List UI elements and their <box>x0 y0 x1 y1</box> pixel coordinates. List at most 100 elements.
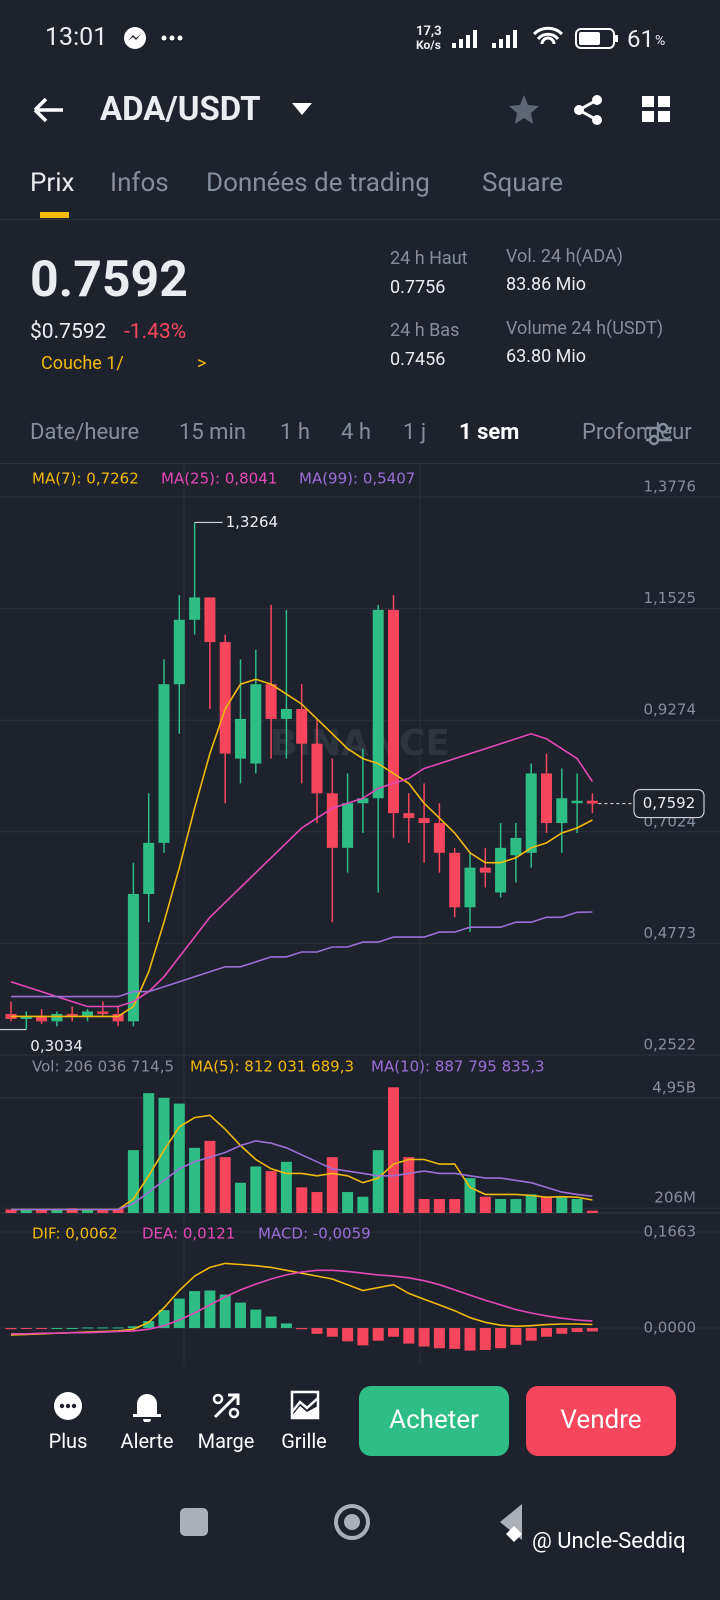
macd-bar <box>556 1328 568 1334</box>
macd-bar <box>311 1328 323 1334</box>
macd-bar <box>97 1327 109 1329</box>
volume-bar <box>235 1182 246 1213</box>
volume-bar <box>571 1199 583 1213</box>
interval[interactable]: 4 h <box>341 420 371 445</box>
candle-body <box>479 867 491 873</box>
tab[interactable]: Infos <box>110 168 169 198</box>
volume-bar <box>372 1150 384 1213</box>
interval[interactable]: Profondeur <box>582 420 692 445</box>
volume-bar <box>250 1166 262 1213</box>
macd-bar <box>571 1328 583 1333</box>
interval[interactable]: Date/heure <box>30 420 140 445</box>
nav-bar <box>180 1504 522 1542</box>
candle-body <box>112 1013 124 1022</box>
buy-label[interactable]: Acheter <box>389 1405 479 1435</box>
layout-button[interactable] <box>642 96 672 124</box>
home-button[interactable] <box>334 1504 370 1540</box>
toolbar-label[interactable]: Alerte <box>120 1429 174 1453</box>
volume-ma-legend: MA(5): 812 031 689,3 <box>190 1058 354 1076</box>
stat-value: 0.7456 <box>390 349 446 370</box>
buy-button[interactable] <box>359 1386 509 1456</box>
interval[interactable]: 1 j <box>403 420 427 445</box>
macd-legend: MACD: -0,0059 <box>258 1225 371 1243</box>
sell-label[interactable]: Vendre <box>560 1405 642 1435</box>
macd-bar <box>204 1290 216 1329</box>
back-button[interactable] <box>32 96 66 124</box>
sell-button[interactable] <box>526 1386 676 1456</box>
y-tick-label: 206M <box>654 1189 696 1207</box>
chart: BINANCE 1,37761,15250,92740,70240,47730,… <box>0 464 720 1365</box>
volume-bar <box>326 1157 338 1213</box>
stat-label: Volume 24 h(USDT) <box>506 318 664 339</box>
volume-bar <box>418 1199 430 1213</box>
ma-line <box>11 911 593 998</box>
macd-legend: DEA: 0,0121 <box>142 1225 235 1243</box>
interval[interactable]: 15 min <box>179 420 246 445</box>
macd-bar <box>189 1291 201 1329</box>
net-unit: Ko/s <box>416 38 441 52</box>
price-change: -1.43% <box>124 320 187 344</box>
candle-body <box>219 642 231 754</box>
pair-title[interactable]: ADA/USDT <box>100 90 261 129</box>
indicator-settings[interactable] <box>644 420 674 448</box>
volume-bar <box>158 1097 170 1213</box>
macd-bar <box>173 1298 185 1329</box>
candle-body <box>173 619 185 685</box>
toolbar-label[interactable]: Grille <box>281 1429 327 1453</box>
toolbar-label[interactable]: Plus <box>48 1429 88 1453</box>
candle-body <box>235 718 246 759</box>
volume-bar <box>82 1209 93 1213</box>
volume-bar <box>510 1199 522 1213</box>
volume-bar <box>36 1209 48 1213</box>
battery: 61 <box>627 25 654 53</box>
tag-arrow[interactable]: > <box>197 353 207 374</box>
volume-bar <box>219 1157 231 1213</box>
macd-legend: DIF: 0,0062 <box>32 1225 118 1243</box>
divider <box>0 463 720 464</box>
candle-body <box>189 597 201 620</box>
interval[interactable]: 1 sem <box>459 420 520 445</box>
macd-bar <box>5 1328 17 1330</box>
macd-bar <box>449 1328 461 1349</box>
usd-price: $0.7592 <box>30 320 107 344</box>
last-price: 0.7592 <box>30 251 188 309</box>
macd-bar <box>525 1328 537 1341</box>
interval[interactable]: 1 h <box>280 420 310 445</box>
pair-dropdown[interactable] <box>291 102 313 116</box>
volume-legend: Vol: 206 036 714,5 <box>32 1058 174 1076</box>
share-button[interactable] <box>572 94 604 126</box>
tab[interactable]: Données de trading <box>206 168 430 198</box>
recents-button[interactable] <box>180 1508 208 1536</box>
macd-bar <box>219 1294 231 1329</box>
volume-bar <box>525 1194 537 1213</box>
low-label: 0,3034 <box>30 1037 83 1055</box>
y-tick-label: 1,1525 <box>644 589 697 607</box>
volume-bar <box>97 1209 109 1213</box>
volume-bar <box>66 1208 78 1213</box>
y-tick-label: 0,0000 <box>644 1319 697 1337</box>
candle-body <box>311 743 323 794</box>
macd-bar <box>479 1328 491 1350</box>
candle-body <box>388 609 399 814</box>
signal-icons <box>452 26 618 49</box>
macd-bar <box>280 1323 292 1329</box>
candle-body <box>418 818 430 824</box>
status-icons <box>124 27 183 49</box>
logo <box>506 1526 522 1542</box>
toolbar-label[interactable]: Marge <box>197 1429 255 1453</box>
candle-body <box>510 837 522 856</box>
candle-body <box>433 823 445 853</box>
candle-body <box>326 793 338 848</box>
candle-body <box>143 842 155 894</box>
stat-value: 83.86 Mio <box>506 274 587 295</box>
favorite-button[interactable] <box>508 94 540 126</box>
tab[interactable]: Prix <box>30 168 75 198</box>
macd-bar <box>433 1328 445 1349</box>
volume-bar <box>204 1140 216 1213</box>
category-tag[interactable]: Couche 1/ <box>41 353 124 374</box>
volume-bar <box>5 1209 17 1213</box>
macd-bar <box>250 1309 262 1329</box>
tab[interactable]: Square <box>482 168 564 198</box>
macd-bar <box>510 1328 522 1345</box>
candle-body <box>403 813 415 819</box>
